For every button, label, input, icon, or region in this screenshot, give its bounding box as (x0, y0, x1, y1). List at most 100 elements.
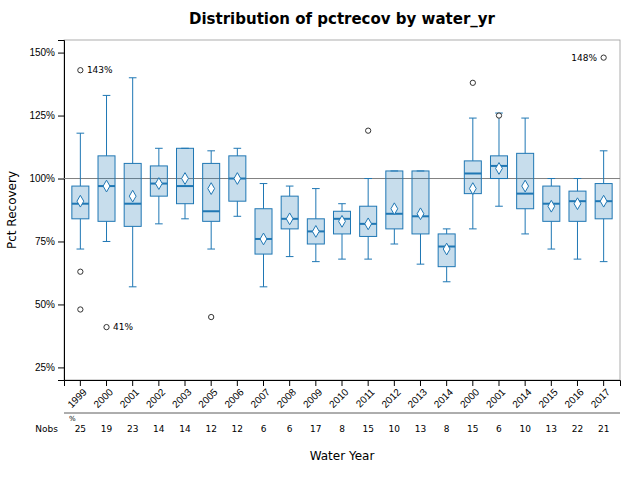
mean-marker (234, 173, 241, 185)
whisker-cap (521, 233, 529, 234)
box-group (517, 118, 534, 234)
nobs-value: 19 (101, 424, 113, 434)
box (464, 161, 481, 194)
tick-label: 75% (35, 236, 55, 247)
x-tick: 2014 (432, 380, 456, 410)
x-tick: 2003 (170, 380, 194, 410)
outlier (470, 80, 475, 85)
x-tick: 2009 (301, 380, 325, 410)
nobs-value: 10 (389, 424, 401, 434)
outlier (496, 113, 501, 118)
outlier (366, 128, 371, 133)
x-tick: 2013 (405, 380, 429, 410)
x-tick: 2008 (275, 380, 299, 410)
separator (64, 413, 620, 414)
mean-marker (312, 226, 319, 238)
whisker (158, 148, 159, 166)
whisker (525, 118, 526, 153)
axis-line (58, 41, 65, 381)
mean-marker (443, 243, 450, 255)
box-group (464, 80, 481, 229)
box-group (412, 171, 429, 264)
y-tick: 25% (35, 362, 64, 373)
mean-marker (208, 183, 215, 195)
box (124, 163, 141, 226)
y-tick: 150% (29, 47, 64, 58)
outlier (601, 55, 606, 60)
mean-marker (469, 183, 476, 195)
y-tick: 75% (35, 236, 64, 247)
box-group (124, 78, 141, 287)
tick-mark (603, 380, 604, 386)
whisker-cap (469, 228, 477, 229)
nobs-value: 12 (232, 424, 243, 434)
whisker (211, 221, 212, 249)
box (595, 184, 612, 219)
x-tick: 2010 (327, 380, 351, 410)
tick-mark (211, 380, 212, 386)
mean-marker (548, 200, 555, 212)
tick-label: 2014 (510, 386, 534, 410)
reference-line (64, 178, 620, 179)
whisker (368, 236, 369, 259)
tick-mark (158, 380, 159, 386)
outlier (78, 269, 83, 274)
box-group (307, 189, 324, 262)
whisker (551, 179, 552, 187)
x-tick: 2015 (536, 380, 560, 410)
tick-label: 2009 (301, 386, 325, 410)
box-group (229, 148, 246, 216)
tick-label: 2006 (222, 386, 246, 410)
whisker (263, 184, 264, 209)
nobs-value: 6 (287, 424, 293, 434)
x-axis: 1999200020012002200320052006200720082009… (65, 380, 621, 410)
whisker-cap (391, 244, 399, 245)
box (517, 153, 534, 208)
box (333, 211, 350, 234)
box-group (360, 128, 377, 259)
whisker (80, 219, 81, 249)
mean-marker (129, 190, 136, 202)
tick-mark (551, 380, 552, 386)
whisker-cap (574, 178, 582, 179)
x-axis-title: Water Year (310, 449, 375, 463)
whisker-cap (234, 148, 242, 149)
tick-label: 2002 (144, 386, 168, 410)
annotations: 143%41%148% (87, 53, 598, 332)
x-tick: 1999 (65, 380, 89, 410)
box (150, 166, 167, 196)
y-tick: 100% (29, 173, 64, 184)
whisker (603, 219, 604, 262)
box-group (333, 204, 350, 259)
whisker (289, 186, 290, 196)
whisker-cap (103, 241, 111, 242)
mean-marker (339, 215, 346, 227)
box-group (203, 151, 220, 320)
tick-mark (58, 179, 64, 180)
tick-label: 125% (29, 110, 55, 121)
box (360, 206, 377, 236)
box-group (281, 186, 298, 257)
whisker (106, 221, 107, 241)
box (543, 186, 560, 221)
box-group (490, 113, 507, 206)
tick-mark (446, 380, 447, 386)
tick-label: 2000 (458, 386, 482, 410)
tick-label: 2001 (118, 386, 142, 410)
tick-mark (185, 380, 186, 386)
nobs-value: 15 (362, 424, 373, 434)
tick-mark (577, 380, 578, 386)
nobs-value: 15 (467, 424, 478, 434)
box-group (386, 171, 403, 244)
whisker (315, 189, 316, 219)
whisker-cap (129, 286, 137, 287)
nobs-unit: % (69, 415, 76, 423)
whisker-cap (338, 203, 346, 204)
whisker-cap (495, 206, 503, 207)
box (307, 219, 324, 244)
box-group (438, 229, 455, 282)
tick-label: 2016 (562, 386, 586, 410)
box (229, 156, 246, 201)
whisker (158, 196, 159, 224)
whisker (446, 267, 447, 282)
